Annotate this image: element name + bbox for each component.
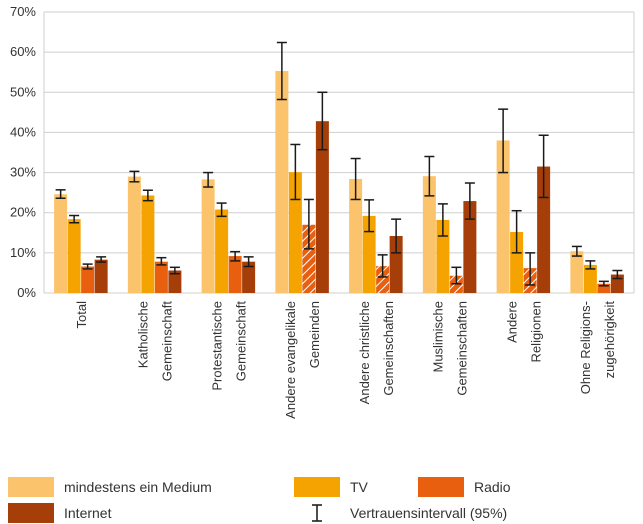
legend-swatch-radio — [418, 477, 464, 497]
category-label: Gemeinschaft — [233, 301, 248, 382]
category-label: Religionen — [528, 301, 543, 362]
y-tick-label: 10% — [10, 245, 36, 260]
category-label: Gemeinschaft — [160, 301, 175, 382]
category-label: Muslimische — [431, 301, 446, 373]
confidence-interval-icon — [294, 503, 340, 523]
category-label: zugehörigkeit — [602, 301, 617, 379]
legend-swatch-internet — [8, 503, 54, 523]
legend-item-internet: Internet — [8, 502, 111, 524]
y-tick-label: 0% — [17, 285, 36, 300]
y-tick-label: 30% — [10, 165, 36, 180]
legend-item-medium: mindestens ein Medium — [8, 476, 212, 498]
bar-mindestens-ein-medium — [128, 177, 141, 293]
bar-chart: 0% 10% 20% 30% 40% 50% 60% 70% Total Katholische… — [0, 0, 643, 470]
y-axis-ticks: 0% 10% 20% 30% 40% 50% 60% 70% — [10, 4, 36, 300]
legend-label-tv: TV — [350, 479, 368, 495]
bar-tv — [141, 195, 154, 293]
x-axis-labels: Total Katholische Gemeinschaft Protestantis… — [74, 301, 617, 419]
category-label: Total — [74, 301, 89, 329]
legend-label-ci: Vertrauensintervall (95%) — [350, 505, 507, 521]
bar-radio — [155, 262, 168, 293]
category-label: Gemeinschaften — [455, 301, 470, 396]
legend-item-tv: TV — [294, 476, 368, 498]
bar-mindestens-ein-medium — [202, 179, 215, 293]
y-tick-label: 60% — [10, 44, 36, 59]
legend-label-radio: Radio — [474, 479, 511, 495]
category-label: Gemeinschaften — [381, 301, 396, 396]
category-label: Ohne Religions- — [578, 301, 593, 394]
bar-mindestens-ein-medium — [54, 194, 67, 293]
bar-tv — [68, 219, 81, 293]
legend-swatch-medium — [8, 477, 54, 497]
bar-radio — [81, 267, 94, 293]
legend-item-radio: Radio — [418, 476, 511, 498]
y-tick-label: 70% — [10, 4, 36, 19]
category-label: Protestantische — [209, 301, 224, 391]
category-label: Andere — [504, 301, 519, 343]
category-label: Gemeinden — [307, 301, 322, 368]
legend-label-internet: Internet — [64, 505, 111, 521]
bar-tv — [215, 210, 228, 293]
bar-mindestens-ein-medium — [275, 71, 288, 293]
legend-label-medium: mindestens ein Medium — [64, 479, 212, 495]
bar-mindestens-ein-medium — [570, 251, 583, 293]
legend: mindestens ein Medium TV Radio Internet … — [0, 470, 643, 524]
y-tick-label: 40% — [10, 124, 36, 139]
legend-swatch-tv — [294, 477, 340, 497]
category-label: Katholische — [136, 301, 151, 368]
bar-internet — [95, 260, 108, 293]
y-tick-label: 20% — [10, 205, 36, 220]
legend-item-ci: Vertrauensintervall (95%) — [294, 502, 507, 524]
category-label: Andere evangelikale — [283, 301, 298, 419]
category-label: Andere christliche — [357, 301, 372, 404]
y-tick-label: 50% — [10, 84, 36, 99]
bars — [54, 71, 624, 293]
